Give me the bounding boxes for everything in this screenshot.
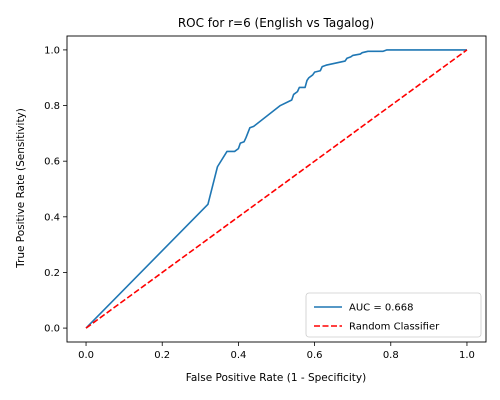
legend: AUC = 0.668 Random Classifier [306, 293, 481, 337]
y-tick-label: 0.4 [44, 212, 60, 223]
x-axis-label: False Positive Rate (1 - Specificity) [186, 372, 366, 384]
x-tick-label: 0.0 [78, 350, 94, 361]
y-tick-label: 1.0 [44, 45, 60, 56]
x-tick-label: 0.2 [154, 350, 170, 361]
y-axis-label: True Positive Rate (Sensitivity) [15, 108, 27, 269]
y-tick-label: 0.6 [44, 157, 60, 168]
y-tick-label: 0.0 [44, 324, 60, 335]
x-tick-label: 0.6 [307, 350, 323, 361]
y-tick-label: 0.2 [44, 268, 60, 279]
x-tick-label: 0.8 [383, 350, 399, 361]
legend-label-0: AUC = 0.668 [349, 303, 414, 314]
legend-label-1: Random Classifier [349, 322, 440, 333]
x-tick-label: 1.0 [459, 350, 475, 361]
x-tick-label: 0.4 [230, 350, 246, 361]
y-tick-label: 0.8 [44, 101, 60, 112]
chart-title: ROC for r=6 (English vs Tagalog) [178, 16, 374, 30]
